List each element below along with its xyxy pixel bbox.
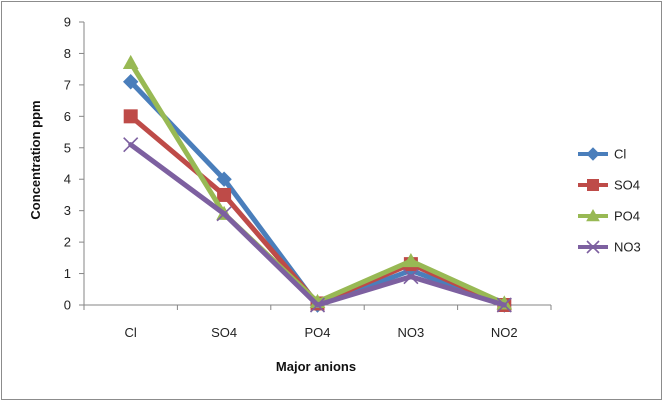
y-tick-label: 9 [64,15,71,30]
y-tick-label: 0 [64,298,71,313]
x-tick-label: PO4 [304,325,330,340]
data-point-so4-so4 [217,187,232,202]
y-tick-label: 7 [64,77,71,92]
x-marker-stroke [496,297,512,313]
data-point-no3-no3 [403,269,419,285]
data-point-cl-so4 [216,171,232,187]
data-point-cl-cl [122,74,139,90]
legend-label: SO4 [614,178,640,193]
x-axis-title: Major anions [276,359,356,374]
series-layer [122,54,513,313]
y-tick-label: 2 [64,235,71,250]
legend-label: NO3 [614,240,641,255]
legend-item-no3: NO3 [578,240,641,255]
series-line-cl [128,79,507,308]
x-marker-stroke [309,297,326,313]
x-marker-stroke [586,240,600,254]
legend-item-po4: PO4 [578,209,640,224]
legend-swatch-marker [586,240,600,254]
x-marker-stroke [216,206,232,222]
y-tick-label: 5 [64,140,71,155]
x-tick-label: NO2 [491,325,518,340]
x-tick-label: NO3 [398,325,425,340]
data-point-po4-cl [122,54,139,69]
legend-label: PO4 [614,209,640,224]
legend-item-so4: SO4 [578,178,640,193]
data-point-no3-cl [123,137,139,153]
data-point-so4-cl [123,109,138,124]
x-axis: Cl SO4 PO4 NO3 NO2 [83,304,552,340]
data-point-po4-no3 [403,252,419,268]
x-tick-label: SO4 [211,325,237,340]
legend: Cl SO4 PO4 NO3 [578,147,641,255]
x-marker-stroke [123,137,139,153]
legend-swatch-marker [586,208,600,222]
y-tick-label: 6 [64,109,71,124]
y-axis: 0 1 2 3 4 5 6 7 8 9 [64,15,85,313]
legend-label: Cl [614,147,626,162]
data-point-no3-po4 [309,297,326,313]
x-marker-stroke [403,269,419,285]
y-tick-label: 1 [64,266,71,281]
legend-swatch-marker [587,179,599,191]
series-cl [122,74,513,313]
y-tick-label: 3 [64,203,71,218]
series-no3 [123,137,512,313]
x-tick-label: Cl [125,325,137,340]
y-tick-label: 8 [64,46,71,61]
y-axis-title: Concentration ppm [28,100,43,219]
y-tick-label: 4 [64,172,71,187]
legend-item-cl: Cl [578,147,626,162]
data-point-no3-so4 [216,206,232,222]
legend-swatch-marker [586,147,600,161]
data-point-no3-no2 [496,297,512,313]
